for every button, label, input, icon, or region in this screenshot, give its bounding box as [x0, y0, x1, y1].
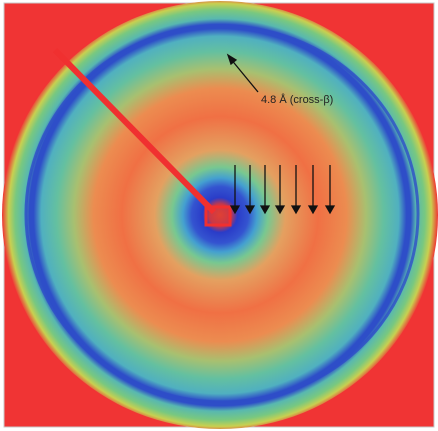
diffraction-image: 4.8 Å (cross-β) [0, 0, 438, 431]
page: 4.8 Å (cross-β) (() => { const data = JS… [0, 0, 438, 431]
annotation: 4.8 Å (cross-β) [261, 93, 333, 106]
